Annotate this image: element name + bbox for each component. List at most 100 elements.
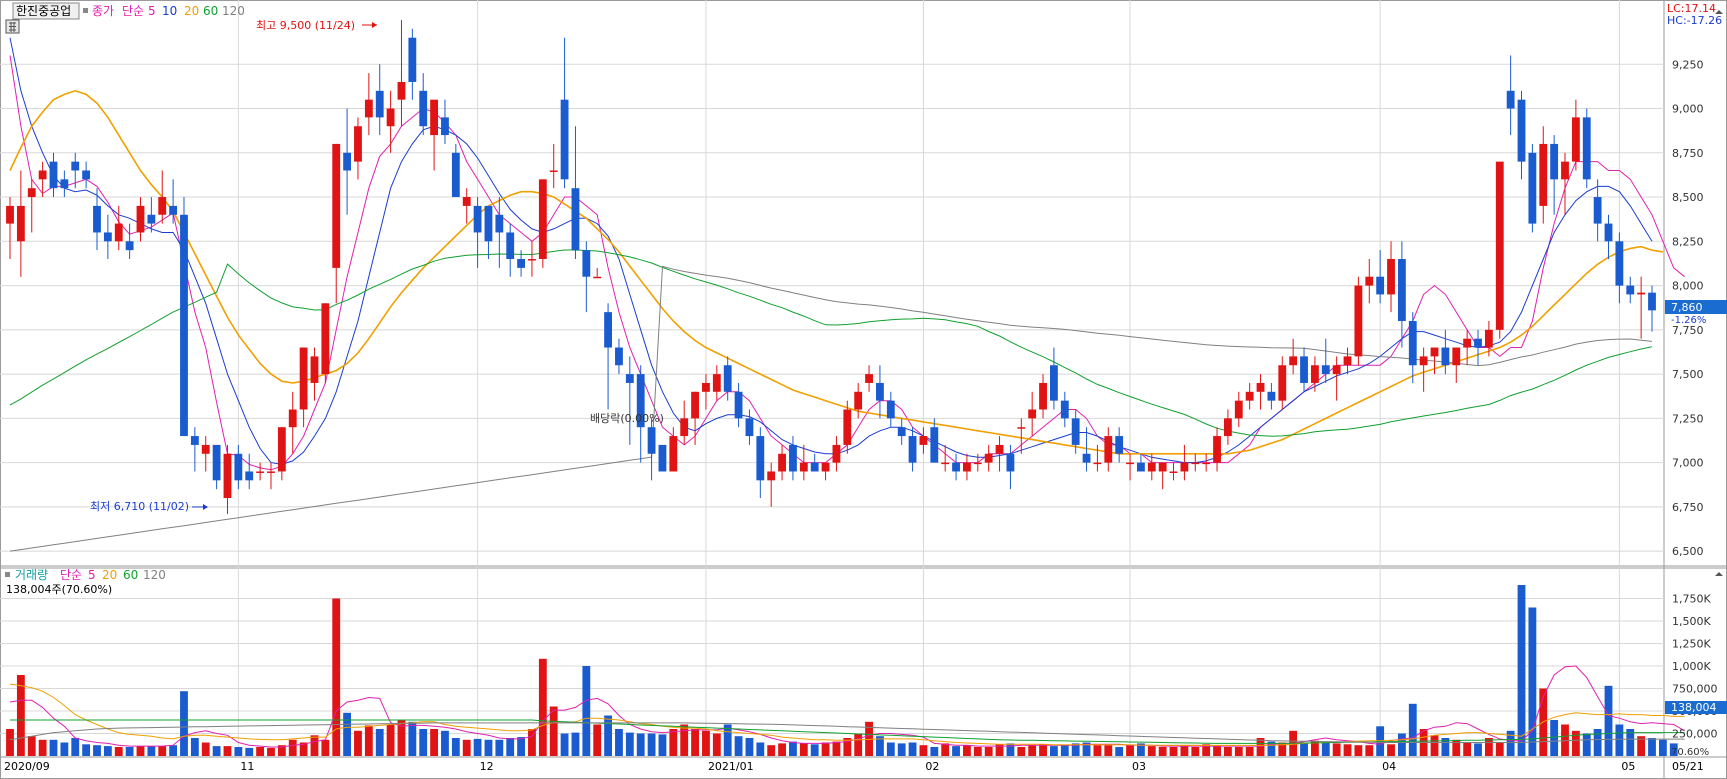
candle <box>952 462 960 472</box>
volume-bar <box>136 746 145 756</box>
current-price-box <box>1665 300 1727 314</box>
volume-bar <box>799 743 808 756</box>
candle <box>854 391 863 410</box>
candle <box>789 444 797 472</box>
candle <box>984 453 993 463</box>
candle <box>604 312 612 348</box>
volume-ma5-label: 5 <box>88 568 96 582</box>
candle <box>277 427 286 472</box>
volume-legend-marker <box>5 572 10 577</box>
candle <box>1180 462 1189 472</box>
candle <box>234 453 243 481</box>
candle <box>267 471 275 473</box>
x-tick-label: 05 <box>1621 760 1635 773</box>
candle <box>1278 365 1287 401</box>
volume-bar <box>1278 742 1287 756</box>
candle <box>1484 329 1493 348</box>
candle <box>16 205 25 242</box>
candle <box>1593 197 1602 224</box>
price-tick-label: 7,000 <box>1672 457 1704 470</box>
volume-bar <box>1593 729 1602 756</box>
volume-bar <box>984 747 993 756</box>
volume-ma60-label: 60 <box>123 568 138 582</box>
volume-bar <box>1050 746 1058 756</box>
volume-bar <box>1582 733 1591 756</box>
candle <box>1441 347 1450 366</box>
volume-bar <box>1169 747 1178 756</box>
volume-bar <box>778 743 786 756</box>
volume-bar <box>1430 735 1439 756</box>
volume-bar <box>517 737 526 756</box>
volume-bar <box>897 743 906 756</box>
volume-bar <box>919 745 928 756</box>
collapse-icon-top[interactable] <box>1715 10 1723 14</box>
price-ma120-line <box>9 265 1653 552</box>
max-annotation: 최고 9,500 (11/24) <box>256 19 377 32</box>
volume-ma-type: 단순 <box>60 568 82 582</box>
candle <box>354 126 362 162</box>
candle <box>832 444 841 463</box>
candle <box>582 250 591 277</box>
volume-bar <box>712 733 721 756</box>
candle <box>1071 418 1080 445</box>
candle <box>1419 356 1428 366</box>
collapse-icon-volume[interactable] <box>1715 572 1723 576</box>
volume-bar <box>267 747 275 756</box>
volume-bar <box>408 721 417 756</box>
max-arrow-head <box>372 22 377 28</box>
volume-bar <box>767 745 776 756</box>
volume-bar <box>810 744 819 756</box>
candle <box>810 462 819 472</box>
volume-bar <box>245 747 254 756</box>
candle <box>799 462 808 472</box>
volume-bar <box>343 712 352 756</box>
candle <box>723 365 732 392</box>
x-tick-label: 12 <box>480 760 494 773</box>
volume-bar <box>1637 736 1646 756</box>
volume-bar <box>1267 741 1276 756</box>
volume-bar <box>995 744 1004 756</box>
volume-bar <box>1223 747 1232 756</box>
volume-bar <box>71 738 80 756</box>
stock-name-box[interactable] <box>12 2 80 20</box>
volume-bar <box>1550 720 1559 756</box>
candle <box>462 197 471 206</box>
x-tick-label: 2020/09 <box>4 760 50 773</box>
volume-bar <box>702 730 710 756</box>
volume-bar <box>723 724 732 756</box>
candle <box>1517 99 1526 162</box>
volume-bar <box>332 598 341 756</box>
candle <box>821 462 830 472</box>
price-tick-label: 7,250 <box>1672 412 1704 425</box>
candle <box>169 205 178 215</box>
x-tick-label: 03 <box>1132 760 1146 773</box>
volume-bar <box>1104 745 1113 756</box>
candle <box>49 161 58 189</box>
volume-bar <box>201 742 210 756</box>
candle <box>6 205 14 224</box>
candle <box>1604 223 1613 242</box>
volume-tick-label: 1,250K <box>1672 638 1711 651</box>
candle <box>1615 241 1624 286</box>
volume-bar <box>615 729 623 756</box>
candle <box>963 462 971 472</box>
volume-bar <box>441 730 449 756</box>
volume-ma120-label: 120 <box>143 568 166 582</box>
volume-bar <box>1234 747 1243 756</box>
candle <box>1060 400 1069 419</box>
candle <box>364 99 373 118</box>
candle <box>310 356 319 383</box>
volume-bar <box>1310 740 1319 756</box>
candle <box>1006 453 1015 472</box>
volume-bar <box>1354 745 1363 756</box>
volume-bar <box>462 739 471 756</box>
candle <box>1147 462 1156 472</box>
candle <box>702 382 710 392</box>
price-tick-label: 7,750 <box>1672 324 1704 337</box>
volume-bar <box>1506 730 1515 756</box>
candle <box>288 409 297 428</box>
volume-bar <box>1017 747 1026 756</box>
volume-tick-label: 1,000K <box>1672 660 1711 673</box>
